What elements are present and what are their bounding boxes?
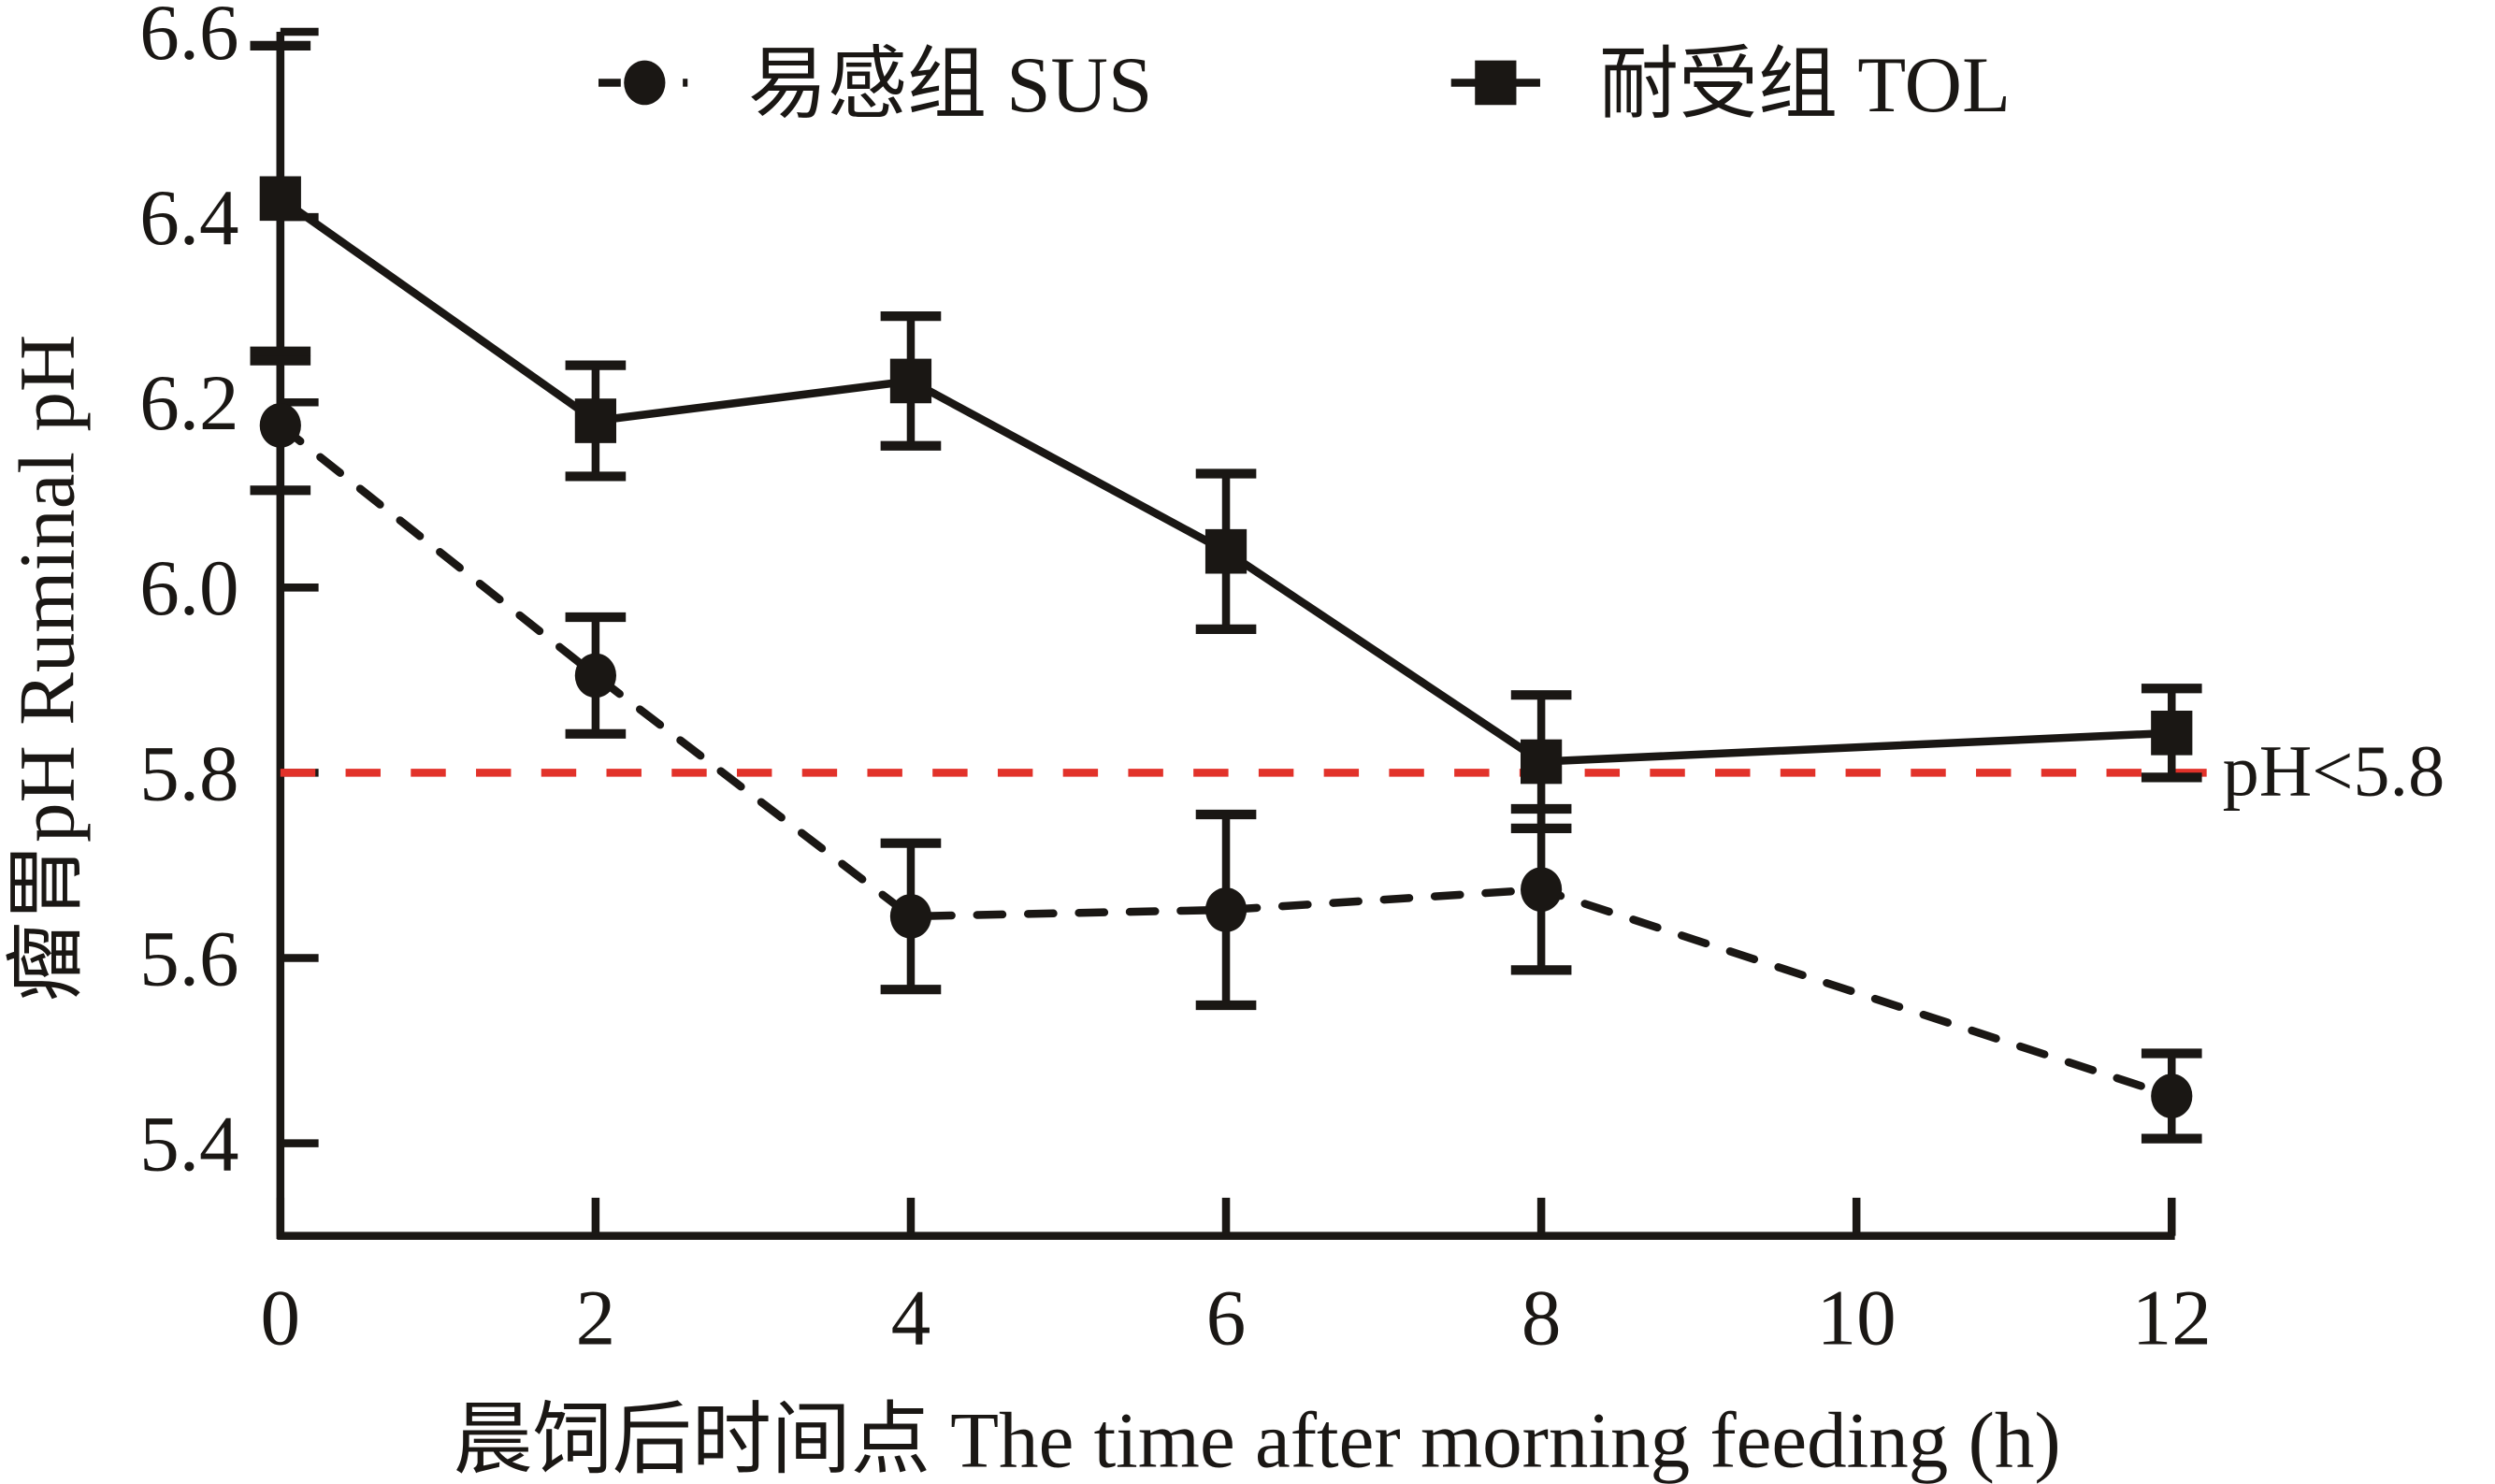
data-point-square [2151,711,2193,756]
data-point-circle [2151,1073,2193,1118]
series-sus [250,355,2202,1144]
legend-label: 耐受组 TOL [1599,41,2011,129]
legend-marker-circle [624,60,666,106]
y-tick-label: 5.6 [139,915,238,1002]
y-tick-label: 6.0 [139,544,238,632]
data-point-square [1520,739,1563,785]
x-tick-label: 6 [1206,1274,1247,1362]
data-point-circle [889,894,932,939]
y-tick-label: 5.4 [139,1101,238,1189]
x-tick-label: 8 [1522,1274,1562,1362]
legend: 易感组 SUS 耐受组 TOL [599,41,2011,129]
data-point-circle [574,653,617,699]
data-point-square [574,398,617,443]
y-tick-label: 6.6 [139,0,238,77]
threshold-label: pH<5.8 [2223,729,2445,811]
data-point-square [259,176,301,222]
x-tick-label: 10 [1817,1274,1896,1362]
legend-marker-square [1475,60,1517,106]
series-line-tol [278,195,2172,766]
x-axis-label: 晨饲后时间点 The time after morning feeding (h… [454,1396,2061,1484]
x-tick-label: 2 [576,1274,616,1362]
data-point-square [889,358,932,404]
y-tick-label: 6.2 [139,359,238,447]
data-point-square [1204,528,1248,574]
legend-item: 耐受组 TOL [1450,41,2011,129]
data-point-circle [1204,887,1248,932]
y-tick-label: 6.4 [139,174,238,262]
series-line-sus [276,421,2176,1101]
axes: 5.4 5.6 5.8 6.0 6.2 6.4 6.6 0 2 4 6 8 10 12 [139,0,2211,1362]
legend-item: 易感组 SUS [599,41,1152,129]
legend-label: 易感组 SUS [748,41,1152,129]
y-tick-label: 5.8 [139,729,238,817]
data-point-circle [1520,867,1563,913]
x-tick-label: 0 [261,1274,301,1362]
series-group [250,40,2202,1144]
x-tick-label: 12 [2132,1274,2212,1362]
data-point-circle [259,403,301,448]
series-tol [250,40,2202,833]
x-tick-label: 4 [891,1274,931,1362]
y-axis-label: 瘤胃pH Ruminal pH [4,335,92,1001]
